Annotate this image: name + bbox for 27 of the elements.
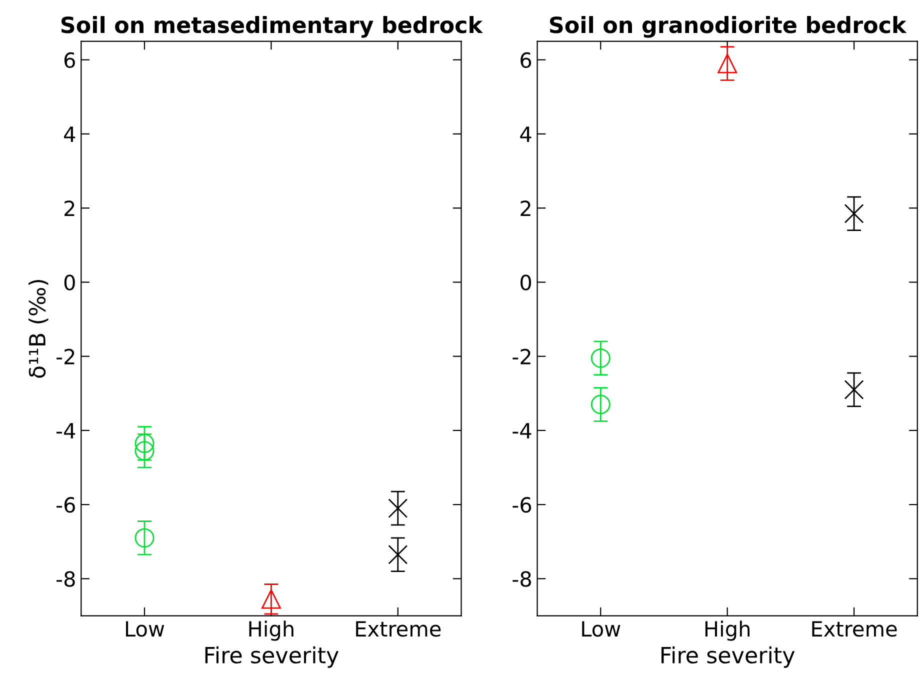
y-tick-label: -8 [56,571,75,587]
y-tick-label: -8 [512,571,531,587]
y-tick-label: 4 [520,126,532,142]
chart-title: Soil on granodiorite bedrock [550,16,907,38]
y-tick-label: -2 [56,348,74,364]
y-tick-label: -4 [56,423,76,438]
y-tick-label: 6 [64,52,75,68]
x-axis-title: Fire severity [205,646,339,668]
x-tick-label: Low [582,621,620,637]
y-tick-label: -6 [56,497,75,513]
y-tick-label: 4 [64,126,76,142]
y-tick-label: -4 [512,423,532,438]
y-tick-label: -2 [512,348,530,364]
x-tick-label: Extreme [812,621,897,637]
x-tick-label: High [249,620,294,641]
y-tick-label: -6 [512,497,532,513]
y-tick-label: 2 [520,200,530,216]
y-tick-label: 6 [520,52,532,68]
y-axis-title: δ¹¹B (‰) [28,280,48,378]
y-tick-label: 0 [64,274,75,290]
x-tick-label: Low [126,621,164,637]
x-tick-label: High [705,620,750,641]
y-tick-label: 2 [64,200,74,216]
y-tick-label: 0 [520,274,532,290]
x-axis-title: Fire severity [662,646,795,668]
x-tick-label: Extreme [356,621,441,637]
chart-title: Soil on metasedimentary bedrock [61,16,483,38]
